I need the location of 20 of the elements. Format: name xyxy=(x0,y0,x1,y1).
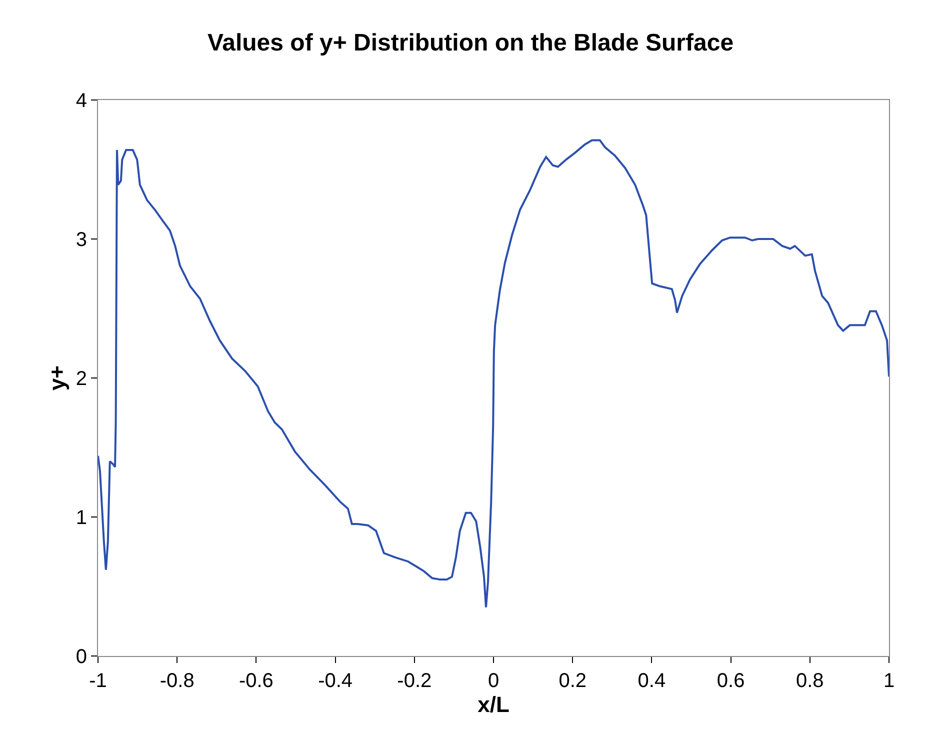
y-tick-label: 4 xyxy=(76,90,87,112)
x-tick-label: 0.4 xyxy=(638,670,666,692)
x-tick-label: -0.2 xyxy=(397,670,432,692)
x-axis-title: x/L xyxy=(478,692,510,717)
line-series xyxy=(98,139,889,608)
y-tick-label: 3 xyxy=(76,229,87,251)
x-tick-label: 0.6 xyxy=(716,670,745,692)
x-tick-label: -0.6 xyxy=(238,670,274,692)
y-tick-label: 2 xyxy=(76,368,87,390)
x-tick-label: -0.4 xyxy=(318,670,353,692)
x-tick-label: 0.2 xyxy=(558,670,587,692)
x-tick-label: 0 xyxy=(488,670,500,692)
x-tick-label: -0.8 xyxy=(160,670,194,692)
x-tick-label: -1 xyxy=(89,670,107,692)
chart-title: Values of y+ Distribution on the Blade Surface xyxy=(207,30,734,57)
y-tick-label: 1 xyxy=(76,507,87,529)
y-axis-title: y+ xyxy=(44,365,70,391)
x-tick-label: 1 xyxy=(883,670,895,692)
x-tick-label: 0.8 xyxy=(796,670,824,692)
y-tick-label: 0 xyxy=(76,646,87,668)
